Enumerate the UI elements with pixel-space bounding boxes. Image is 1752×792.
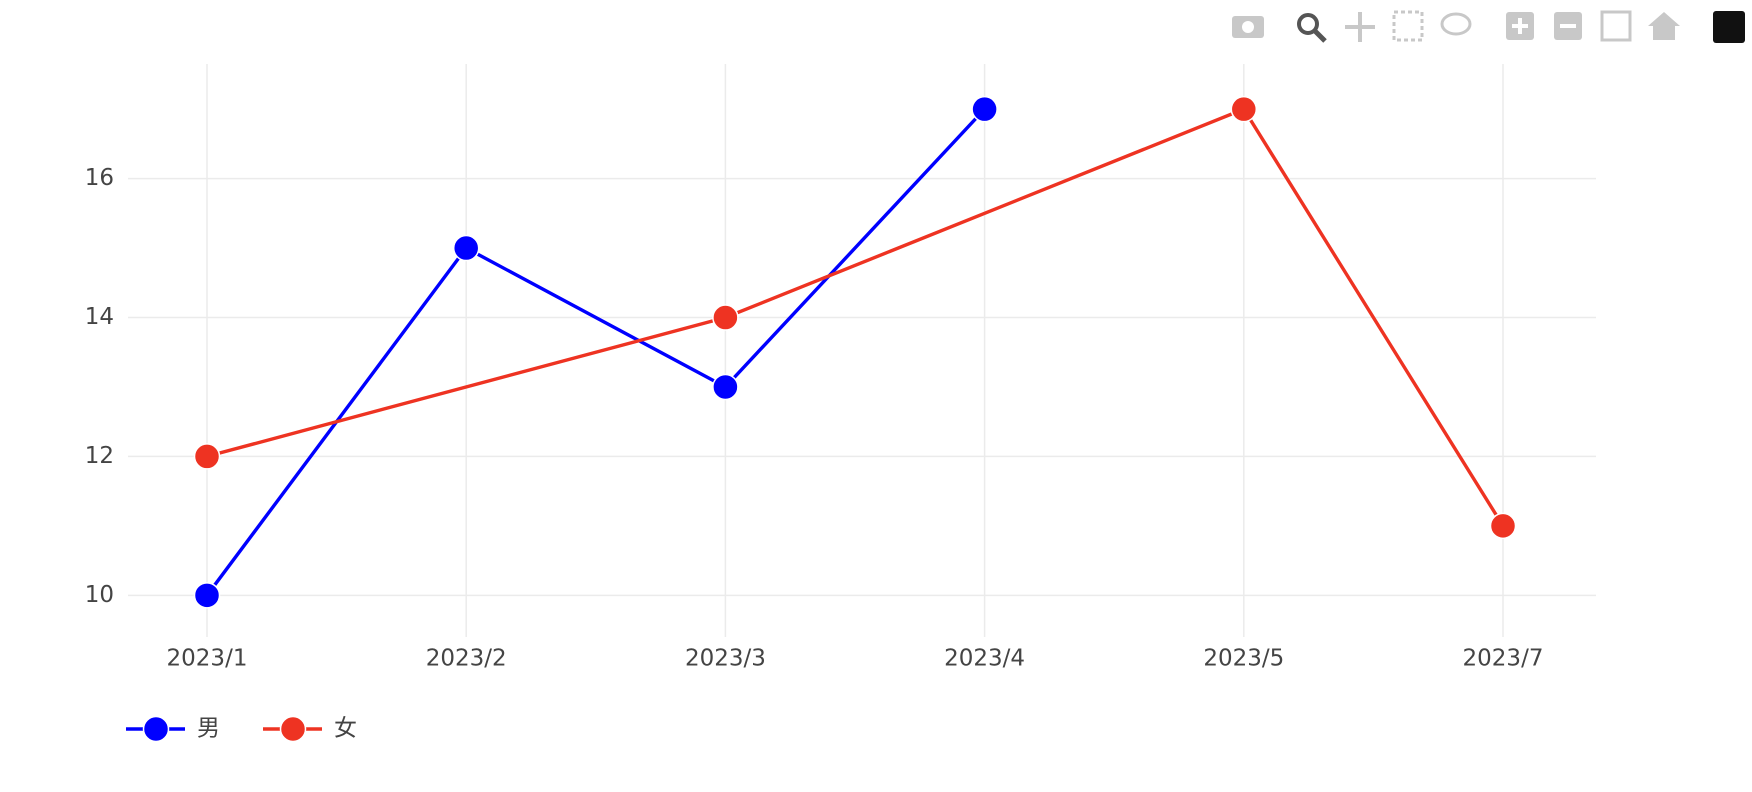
grid xyxy=(128,64,1596,637)
y-tick-label: 16 xyxy=(85,165,114,191)
legend-label: 女 xyxy=(334,716,357,742)
zoom-button[interactable] xyxy=(1297,13,1327,43)
zoom-in-button[interactable] xyxy=(1506,12,1534,40)
series-line xyxy=(206,107,1505,527)
y-tick-label: 10 xyxy=(85,582,114,608)
point xyxy=(452,234,480,262)
lasso-button[interactable] xyxy=(1440,12,1472,36)
x-tick-label: 2023/5 xyxy=(1203,646,1284,672)
toolbar xyxy=(1232,10,1745,43)
x-tick-label: 2023/4 xyxy=(944,646,1025,672)
pan-button[interactable] xyxy=(1345,12,1375,42)
point xyxy=(193,582,221,609)
point xyxy=(712,373,739,401)
reset-button[interactable] xyxy=(1648,12,1680,40)
point xyxy=(712,304,739,331)
camera-button[interactable] xyxy=(1232,16,1264,38)
legend-marker xyxy=(279,715,307,743)
legend-item: 女 xyxy=(263,715,357,743)
y-tick-label: 14 xyxy=(85,304,114,330)
x-tick-label: 2023/3 xyxy=(685,646,766,672)
plotly-logo[interactable] xyxy=(1713,11,1745,43)
point xyxy=(193,443,221,470)
point xyxy=(1230,95,1258,123)
legend-label: 男 xyxy=(197,716,220,742)
autoscale-button[interactable] xyxy=(1600,10,1632,42)
x-tick-label: 2023/7 xyxy=(1463,646,1544,672)
zoom-out-button[interactable] xyxy=(1554,12,1582,40)
point xyxy=(971,95,998,123)
y-tick-label: 12 xyxy=(85,443,114,469)
legend-item: 男 xyxy=(126,715,220,743)
x-tick-label: 2023/2 xyxy=(426,646,507,672)
legend-marker xyxy=(142,715,170,743)
select-button[interactable] xyxy=(1392,10,1424,42)
x-tick-label: 2023/1 xyxy=(167,646,248,672)
point xyxy=(1489,512,1517,540)
